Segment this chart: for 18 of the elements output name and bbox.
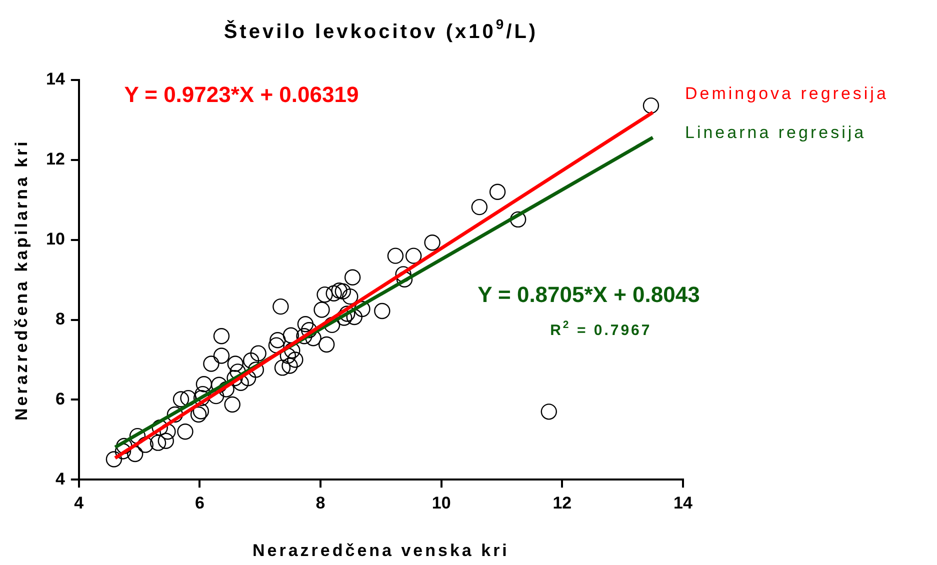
y-tick-label: 14 [46, 70, 66, 89]
x-tick-label: 6 [194, 493, 204, 512]
annotation: Y = 0.8705*X + 0.8043 [478, 282, 700, 307]
y-tick-label: 4 [55, 469, 66, 488]
x-tick-label: 8 [316, 493, 326, 512]
series-label: Linearna regresija [685, 123, 866, 142]
y-axis-title: Nerazredčena kapilarna kri [12, 139, 31, 420]
y-tick-label: 10 [46, 230, 65, 249]
y-tick-label: 6 [55, 389, 65, 408]
x-tick-label: 12 [552, 493, 572, 512]
x-tick-label: 10 [432, 493, 451, 512]
x-tick-label: 4 [74, 493, 84, 512]
annotation: Y = 0.9723*X + 0.06319 [124, 82, 359, 107]
x-tick-label: 14 [674, 493, 693, 512]
x-axis-title: Nerazredčena venska kri [252, 541, 510, 560]
y-tick-label: 12 [46, 150, 65, 169]
series-label: Demingova regresija [685, 84, 888, 104]
y-tick-label: 8 [55, 309, 65, 328]
